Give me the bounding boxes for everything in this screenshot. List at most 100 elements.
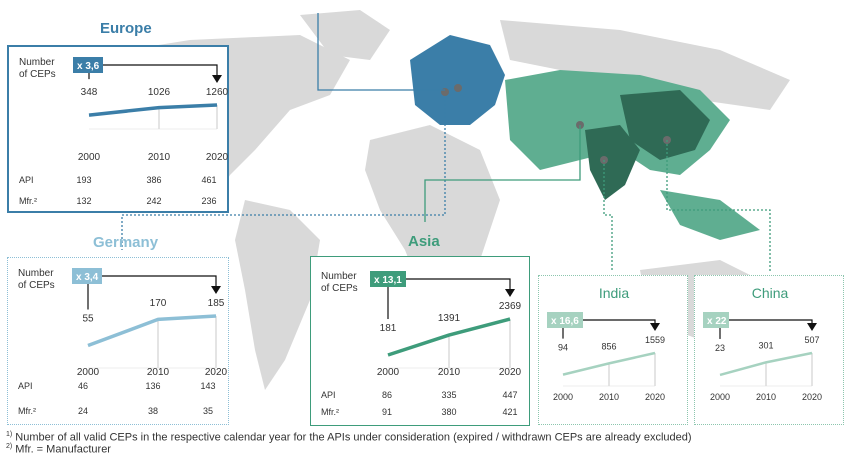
data-label: 1559 — [645, 335, 665, 345]
europe-marker — [441, 88, 449, 96]
row-value: 193 — [76, 175, 91, 185]
china-connector — [666, 140, 771, 272]
x-tick-label: 2020 — [206, 152, 229, 163]
multiplier-label: x 13,1 — [374, 275, 402, 286]
growth-arrow — [583, 319, 656, 327]
row-value: 335 — [441, 390, 456, 400]
row-value: 386 — [146, 175, 161, 185]
row-value: 132 — [76, 196, 91, 206]
germany-title: Germany — [93, 234, 159, 251]
row-value: 38 — [148, 406, 158, 416]
x-tick-label: 2000 — [710, 392, 730, 402]
row-value: 461 — [201, 175, 216, 185]
china-chart: 23 301 507 x 22 2000 2010 2020 China — [703, 285, 822, 402]
multiplier-label: x 3,4 — [76, 272, 99, 283]
data-label: 1026 — [148, 87, 171, 98]
data-label: 55 — [82, 314, 94, 325]
row-value: 46 — [78, 381, 88, 391]
x-tick-label: 2000 — [78, 152, 101, 163]
y-axis-label-line2: of CEPs — [18, 280, 55, 291]
growth-arrow — [729, 319, 813, 327]
arrow-head — [211, 286, 221, 294]
europe-connector — [317, 13, 445, 91]
data-label: 2369 — [499, 301, 522, 312]
data-label: 301 — [758, 340, 773, 350]
x-tick-label: 2020 — [499, 367, 522, 378]
row-value: 24 — [78, 406, 88, 416]
india-chart: 94 856 1559 x 16,6 2000 2010 2020 India — [547, 285, 665, 402]
multiplier-label: x 3,6 — [77, 61, 100, 72]
x-tick-label: 2010 — [438, 367, 461, 378]
multiplier-badge — [72, 268, 102, 284]
arrow-head — [807, 323, 817, 331]
multiplier-badge — [370, 271, 406, 287]
data-label: 1260 — [206, 87, 229, 98]
data-label: 856 — [601, 341, 616, 351]
map-highlights — [410, 35, 760, 240]
europe-title: Europe — [100, 20, 152, 37]
footnote-1: 1) Number of all valid CEPs in the respe… — [6, 431, 692, 444]
row-value: 380 — [441, 407, 456, 417]
x-tick-label: 2010 — [147, 367, 170, 378]
x-tick-label: 2010 — [756, 392, 776, 402]
x-tick-label: 2020 — [205, 367, 228, 378]
data-label: 1391 — [438, 313, 461, 324]
growth-arrow — [406, 278, 511, 293]
x-tick-label: 2000 — [377, 367, 400, 378]
x-tick-label: 2000 — [77, 367, 100, 378]
multiplier-badge — [73, 57, 103, 73]
data-label: 23 — [715, 343, 725, 353]
footnote-1-text: Number of all valid CEPs in the respecti… — [15, 431, 692, 444]
row-value: 91 — [382, 407, 392, 417]
se-asia-region — [660, 190, 760, 240]
germany-panel: Number of CEPs 55 170 185 x 3,4 2000 2010 2020 AP… — [7, 257, 229, 425]
connector-lines — [121, 13, 771, 272]
arrow-head — [650, 323, 660, 331]
germany-connector — [121, 100, 446, 250]
footnote-1-marker: 1) — [6, 431, 13, 438]
row-label: Mfr.² — [19, 196, 37, 206]
x-tick-label: 2020 — [645, 392, 665, 402]
data-label: 181 — [380, 323, 397, 334]
y-axis-label-line2: of CEPs — [321, 283, 358, 294]
india-panel: 94 856 1559 x 16,6 2000 2010 2020 India — [538, 275, 688, 425]
row-value: 236 — [201, 196, 216, 206]
row-label: Mfr.² — [321, 407, 339, 417]
europe-region — [410, 35, 505, 125]
data-label: 185 — [208, 298, 225, 309]
x-tick-label: 2010 — [599, 392, 619, 402]
row-label: Mfr.² — [18, 406, 36, 416]
row-value: 143 — [200, 381, 215, 391]
asia-connector — [424, 125, 581, 222]
data-label: 507 — [804, 335, 819, 345]
panel-title: China — [752, 285, 789, 301]
growth-arrow — [102, 275, 217, 290]
y-axis-label-line1: Number — [19, 57, 55, 68]
row-value: 447 — [502, 390, 517, 400]
y-axis-label-line2: of CEPs — [19, 69, 56, 80]
india-region — [585, 125, 640, 200]
row-label: API — [19, 175, 34, 185]
x-tick-label: 2010 — [148, 152, 171, 163]
footnote-2-text: Mfr. = Manufacturer — [15, 443, 111, 456]
series-line — [88, 103, 218, 117]
arrow-head — [505, 289, 515, 297]
multiplier-badge — [547, 312, 583, 328]
data-label: 94 — [558, 343, 568, 353]
footnote-2-marker: 2) — [6, 443, 13, 450]
y-axis-label-line1: Number — [321, 271, 357, 282]
footnote-2: 2) Mfr. = Manufacturer — [6, 443, 111, 456]
row-value: 242 — [146, 196, 161, 206]
multiplier-label: x 22 — [707, 316, 727, 327]
row-value: 136 — [145, 381, 160, 391]
row-value: 86 — [382, 390, 392, 400]
row-label: API — [18, 381, 33, 391]
growth-arrow — [103, 64, 218, 79]
row-value: 35 — [203, 406, 213, 416]
row-label: API — [321, 390, 336, 400]
multiplier-badge — [703, 312, 729, 328]
x-tick-label: 2020 — [802, 392, 822, 402]
